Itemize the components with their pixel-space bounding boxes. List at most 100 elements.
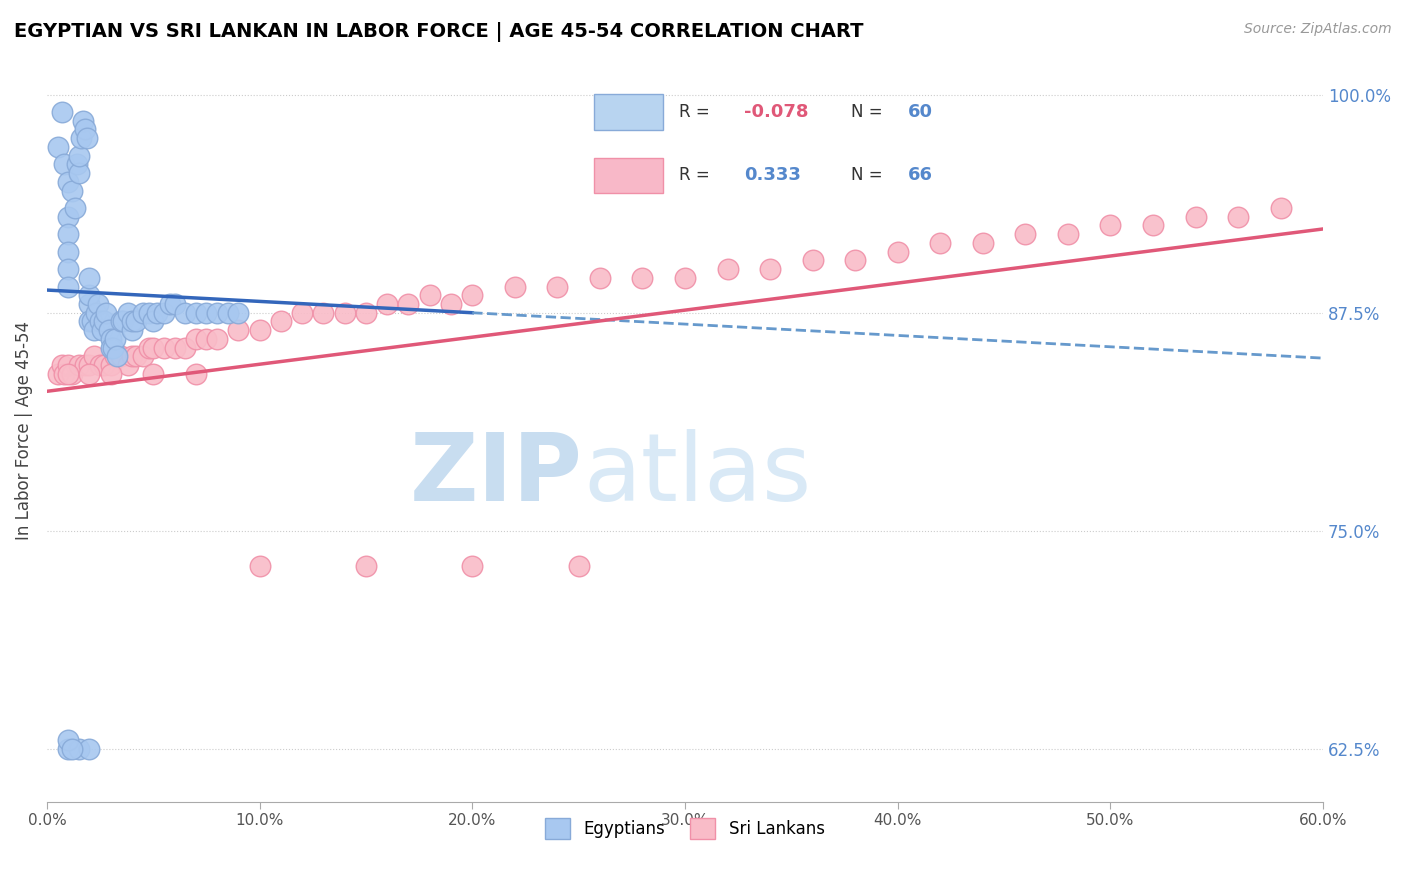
Point: [79, 742, 101, 756]
Point: [56, 175, 79, 189]
Point: [568, 558, 591, 573]
Point: [56, 227, 79, 242]
Point: [121, 323, 143, 337]
Point: [46, 367, 69, 381]
Point: [83, 350, 105, 364]
Point: [174, 306, 197, 320]
Point: [105, 350, 128, 364]
Point: [153, 306, 176, 320]
Point: [398, 297, 420, 311]
Point: [104, 332, 127, 346]
Point: [89, 358, 111, 372]
Point: [291, 306, 314, 320]
Point: [80, 314, 103, 328]
Point: [270, 314, 292, 328]
Point: [217, 306, 239, 320]
Text: EGYPTIAN VS SRI LANKAN IN LABOR FORCE | AGE 45-54 CORRELATION CHART: EGYPTIAN VS SRI LANKAN IN LABOR FORCE | …: [14, 22, 863, 42]
Point: [174, 341, 197, 355]
Point: [79, 367, 101, 381]
Point: [844, 253, 866, 268]
Point: [96, 306, 118, 320]
Point: [886, 244, 908, 259]
Point: [131, 306, 153, 320]
Point: [110, 314, 132, 328]
Point: [121, 350, 143, 364]
Point: [56, 210, 79, 224]
Point: [125, 314, 148, 328]
Point: [228, 306, 250, 320]
Point: [125, 350, 148, 364]
Legend: Egyptians, Sri Lankans: Egyptians, Sri Lankans: [538, 812, 831, 846]
Point: [100, 341, 122, 355]
Point: [104, 350, 127, 364]
Point: [79, 288, 101, 302]
Point: [66, 157, 89, 171]
Point: [184, 367, 207, 381]
Point: [67, 166, 90, 180]
Point: [67, 358, 90, 372]
Point: [100, 332, 122, 346]
Point: [461, 558, 484, 573]
Point: [112, 314, 135, 328]
Point: [159, 297, 181, 311]
Point: [929, 235, 952, 250]
Point: [205, 332, 228, 346]
Point: [142, 314, 165, 328]
Point: [375, 297, 398, 311]
Point: [46, 140, 69, 154]
Point: [1184, 210, 1206, 224]
Point: [110, 350, 132, 364]
Point: [117, 358, 139, 372]
Point: [100, 367, 122, 381]
Point: [117, 306, 139, 320]
Point: [205, 306, 228, 320]
Point: [93, 314, 115, 328]
Point: [79, 297, 101, 311]
Point: [138, 341, 160, 355]
Point: [67, 148, 90, 162]
Text: ZIP: ZIP: [411, 429, 583, 521]
Point: [461, 288, 484, 302]
Point: [142, 367, 165, 381]
Point: [1099, 219, 1122, 233]
Point: [249, 323, 271, 337]
Point: [75, 122, 97, 136]
Point: [87, 297, 110, 311]
Point: [62, 742, 84, 756]
Point: [62, 184, 84, 198]
Point: [121, 314, 143, 328]
Point: [56, 279, 79, 293]
Point: [83, 323, 105, 337]
Text: Source: ZipAtlas.com: Source: ZipAtlas.com: [1244, 22, 1392, 37]
Point: [1227, 210, 1250, 224]
Point: [51, 105, 73, 120]
Point: [972, 235, 994, 250]
Point: [56, 742, 79, 756]
Point: [759, 262, 782, 277]
Point: [312, 306, 335, 320]
Point: [440, 297, 463, 311]
Point: [97, 323, 120, 337]
Point: [1142, 219, 1164, 233]
Point: [72, 113, 94, 128]
Point: [56, 262, 79, 277]
Y-axis label: In Labor Force | Age 45-54: In Labor Force | Age 45-54: [15, 321, 32, 540]
Point: [589, 270, 612, 285]
Point: [79, 358, 101, 372]
Point: [56, 367, 79, 381]
Point: [1270, 201, 1292, 215]
Point: [333, 306, 356, 320]
Point: [100, 358, 122, 372]
Point: [101, 341, 124, 355]
Point: [673, 270, 696, 285]
Point: [79, 270, 101, 285]
Point: [62, 367, 84, 381]
Point: [142, 341, 165, 355]
Point: [76, 131, 98, 145]
Point: [1014, 227, 1036, 242]
Point: [138, 306, 160, 320]
Point: [354, 558, 377, 573]
Point: [631, 270, 654, 285]
Point: [89, 314, 111, 328]
Point: [153, 341, 176, 355]
